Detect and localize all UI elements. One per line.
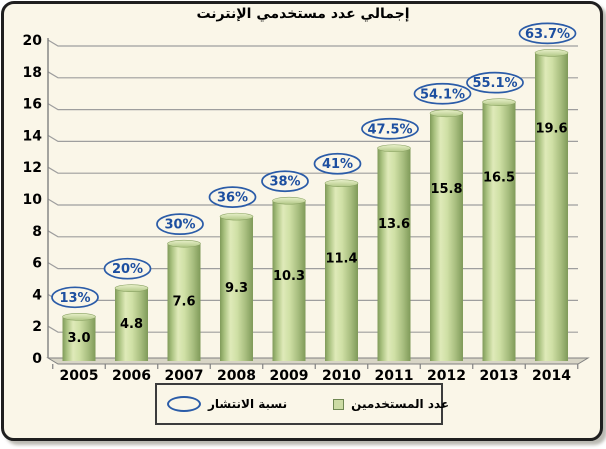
x-axis-year-label: 2006 bbox=[112, 368, 151, 384]
bar-value-label: 7.6 bbox=[172, 295, 195, 310]
penetration-oval-2005[interactable]: 13% bbox=[51, 286, 99, 309]
svg-text:36%: 36% bbox=[217, 191, 248, 206]
bar-value-label: 19.6 bbox=[535, 121, 567, 136]
penetration-oval-2006[interactable]: 20% bbox=[103, 257, 152, 280]
bar-value-label: 10.3 bbox=[273, 269, 305, 284]
y-axis-tick-label: 2 bbox=[32, 319, 42, 335]
bar-2005[interactable] bbox=[62, 312, 96, 361]
bar-value-label: 16.5 bbox=[483, 171, 515, 186]
svg-text:41%: 41% bbox=[322, 157, 353, 172]
bar-2006[interactable] bbox=[114, 284, 149, 361]
y-axis-tick-label: 16 bbox=[23, 97, 42, 113]
y-axis-tick-label: 8 bbox=[32, 224, 42, 240]
x-axis-year-label: 2005 bbox=[60, 368, 99, 384]
bar-2009[interactable] bbox=[272, 196, 306, 361]
bar-value-label: 13.6 bbox=[378, 217, 410, 232]
penetration-oval-2012[interactable]: 54.1% bbox=[413, 82, 472, 105]
legend-label-penetration: نسبة الانتشار bbox=[208, 397, 288, 411]
x-axis-year-label: 2014 bbox=[532, 368, 571, 384]
y-axis-tick-label: 12 bbox=[23, 160, 42, 176]
svg-text:63.7%: 63.7% bbox=[525, 27, 570, 42]
gridline bbox=[47, 134, 578, 142]
y-axis-tick-label: 6 bbox=[32, 256, 42, 272]
x-axis-year-label: 2007 bbox=[165, 368, 204, 384]
bar-value-label: 9.3 bbox=[225, 281, 248, 296]
bar-2012[interactable] bbox=[429, 109, 464, 361]
svg-text:38%: 38% bbox=[269, 175, 300, 190]
legend-item-penetration[interactable]: نسبة الانتشار bbox=[167, 396, 287, 412]
bar-2011[interactable] bbox=[377, 144, 411, 361]
y-axis-tick-label: 14 bbox=[23, 128, 43, 144]
y-axis-tick-label: 18 bbox=[23, 65, 42, 81]
gridline bbox=[47, 39, 578, 47]
bar-value-label: 4.8 bbox=[120, 317, 143, 332]
svg-text:20%: 20% bbox=[112, 262, 143, 277]
svg-text:54.1%: 54.1% bbox=[420, 87, 465, 102]
svg-text:13%: 13% bbox=[59, 291, 90, 306]
svg-text:30%: 30% bbox=[164, 218, 195, 233]
x-axis-year-label: 2011 bbox=[375, 368, 414, 384]
bar-value-label: 11.4 bbox=[325, 252, 357, 267]
bar-2007[interactable] bbox=[167, 239, 201, 361]
y-axis-tick-label: 20 bbox=[23, 33, 43, 49]
penetration-oval-2011[interactable]: 47.5% bbox=[361, 117, 419, 140]
svg-text:55.1%: 55.1% bbox=[472, 76, 517, 91]
bar-value-label: 3.0 bbox=[67, 331, 90, 346]
bar-2008[interactable] bbox=[219, 212, 254, 361]
gridline bbox=[47, 103, 578, 111]
legend-label-users: عدد المستخدمين bbox=[351, 397, 450, 411]
x-axis-year-label: 2008 bbox=[217, 368, 256, 384]
bar-2013[interactable] bbox=[482, 98, 516, 362]
penetration-oval-2014[interactable]: 63.7% bbox=[518, 22, 577, 45]
bar-2014[interactable] bbox=[534, 49, 569, 362]
y-axis-tick-label: 10 bbox=[23, 192, 43, 208]
x-axis-year-label: 2013 bbox=[480, 368, 519, 384]
penetration-oval-2010[interactable]: 41% bbox=[313, 152, 362, 175]
x-axis-year-label: 2010 bbox=[322, 368, 361, 384]
penetration-oval-2009[interactable]: 38% bbox=[261, 170, 309, 193]
chart-title: إجمالي عدد مستخدمي الإنترنت bbox=[196, 6, 410, 22]
oval-marker-icon bbox=[167, 396, 201, 412]
y-axis-tick-label: 4 bbox=[32, 287, 42, 303]
y-axis-tick-label: 0 bbox=[32, 351, 42, 367]
gridline bbox=[47, 71, 578, 79]
x-axis-year-label: 2009 bbox=[270, 368, 309, 384]
legend-item-users[interactable]: عدد المستخدمين bbox=[333, 397, 449, 411]
green-square-icon bbox=[333, 398, 345, 410]
legend: نسبة الانتشار عدد المستخدمين bbox=[155, 383, 449, 425]
bar-2010[interactable] bbox=[324, 179, 359, 361]
penetration-oval-2008[interactable]: 36% bbox=[208, 186, 257, 208]
penetration-oval-2007[interactable]: 30% bbox=[156, 213, 204, 236]
x-axis-year-label: 2012 bbox=[427, 368, 466, 384]
svg-text:47.5%: 47.5% bbox=[367, 122, 412, 137]
bar-value-label: 15.8 bbox=[430, 182, 462, 197]
penetration-oval-2013[interactable]: 55.1% bbox=[466, 71, 524, 94]
